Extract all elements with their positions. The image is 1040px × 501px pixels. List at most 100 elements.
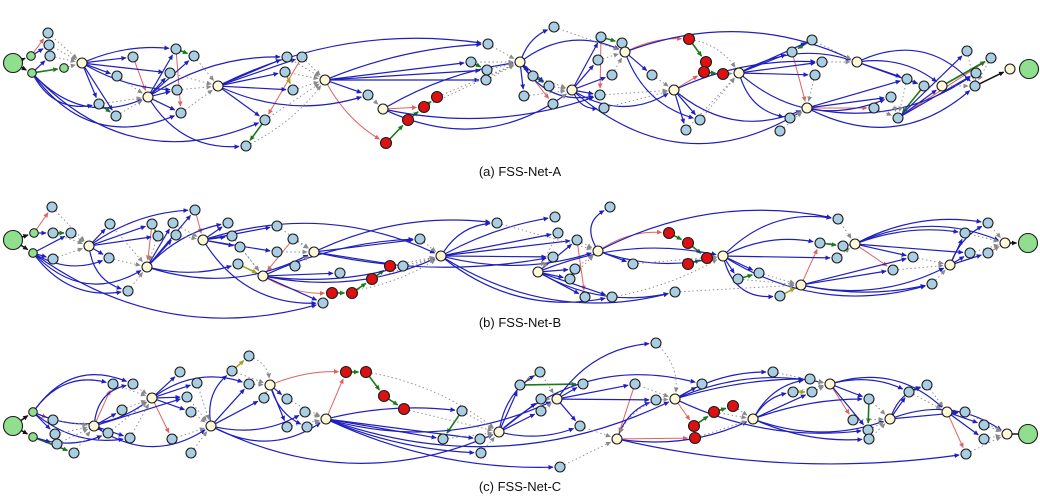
graph-edge xyxy=(859,225,1000,243)
graph-edge xyxy=(271,389,302,425)
graph-edge xyxy=(700,420,747,437)
graph-edge xyxy=(755,391,787,416)
unit-node xyxy=(680,124,692,136)
graph-edge xyxy=(678,369,767,397)
unit-node xyxy=(127,51,139,63)
graph-edge xyxy=(540,237,557,267)
junction-node xyxy=(884,413,896,425)
unit-node xyxy=(234,241,246,253)
graph-edge xyxy=(840,222,852,239)
graph-edge xyxy=(542,260,550,268)
graph-edge xyxy=(189,400,207,422)
graph-edge xyxy=(215,427,494,464)
graph-edge xyxy=(180,49,189,55)
junction-node xyxy=(435,250,447,262)
green-node xyxy=(29,228,39,238)
graph-edge xyxy=(132,403,149,434)
graph-edge xyxy=(951,413,978,424)
unit-node xyxy=(296,51,308,63)
unit-node xyxy=(362,89,374,101)
graph-edge xyxy=(891,386,921,415)
graph-panel-fss-net-b xyxy=(2,201,1039,319)
junction-node xyxy=(205,420,217,432)
graph-edge xyxy=(151,265,232,273)
unit-node xyxy=(102,427,114,439)
graph-edge xyxy=(576,90,594,96)
selected-node xyxy=(707,405,721,419)
unit-node xyxy=(289,260,301,272)
unit-node xyxy=(104,218,116,230)
unit-node xyxy=(787,386,799,398)
unit-node xyxy=(232,258,244,270)
graph-edge xyxy=(559,341,650,396)
selected-node xyxy=(325,286,339,300)
junction-node xyxy=(851,56,863,68)
junction-node xyxy=(493,426,505,438)
caption-fss-net-c: (c) FSS-Net-C xyxy=(478,479,562,494)
graph-edge xyxy=(892,397,906,416)
graph-edge xyxy=(445,254,547,260)
unit-node xyxy=(44,50,56,62)
junction-node xyxy=(320,413,332,425)
graph-edge xyxy=(174,73,212,86)
graph-edge xyxy=(242,250,260,271)
junction-node xyxy=(717,250,729,262)
selected-node xyxy=(697,65,711,79)
graph-edge xyxy=(573,255,594,276)
unit-node xyxy=(786,46,798,58)
graph-edge xyxy=(948,416,964,449)
graph-edge xyxy=(136,386,147,395)
graph-edge xyxy=(484,433,493,439)
unit-node xyxy=(258,392,270,404)
graph-edge xyxy=(86,55,127,63)
graph-edge xyxy=(21,234,29,239)
graph-edge xyxy=(425,100,432,107)
unit-node xyxy=(279,66,291,78)
graph-edge xyxy=(500,390,518,428)
graph-edge xyxy=(318,238,414,252)
graph-edge xyxy=(196,59,214,81)
graph-edge xyxy=(330,407,456,419)
graph-edge xyxy=(573,42,599,86)
unit-node xyxy=(604,201,616,213)
graph-edge xyxy=(445,232,552,256)
unit-node xyxy=(887,264,899,276)
graph-edge xyxy=(387,96,594,120)
unit-node xyxy=(961,45,973,57)
graph-edge xyxy=(388,398,399,406)
graph-edge xyxy=(92,248,104,255)
unit-node xyxy=(170,229,182,241)
unit-node xyxy=(181,391,193,403)
input-node xyxy=(2,415,24,437)
graph-edge xyxy=(727,257,754,271)
graph-edge xyxy=(805,257,907,285)
graph-edge xyxy=(36,414,124,443)
green-node xyxy=(28,248,38,258)
graph-edge xyxy=(387,61,514,108)
unit-node xyxy=(107,378,119,390)
graph-edge xyxy=(445,216,549,255)
graph-edge xyxy=(602,209,832,250)
graph-edge xyxy=(988,426,1002,433)
selected-node xyxy=(681,257,695,271)
unit-node xyxy=(969,80,981,92)
graph-edge xyxy=(34,75,260,143)
graph-edge xyxy=(291,418,320,427)
unit-node xyxy=(868,102,880,114)
graph-edge xyxy=(811,79,901,108)
graph-edge xyxy=(153,402,170,434)
unit-node xyxy=(271,220,283,232)
unit-node xyxy=(465,56,477,68)
selected-node xyxy=(699,55,713,69)
graph-edge xyxy=(443,221,491,253)
graph-edge xyxy=(902,75,971,117)
graph-edge xyxy=(604,88,668,96)
junction-node xyxy=(377,103,389,115)
unit-node xyxy=(863,393,875,405)
unit-node xyxy=(959,406,971,418)
selected-node xyxy=(365,272,379,286)
graph-edge xyxy=(222,37,482,85)
unit-node xyxy=(414,233,426,245)
graph-edge xyxy=(677,402,691,421)
unit-node xyxy=(863,433,875,445)
